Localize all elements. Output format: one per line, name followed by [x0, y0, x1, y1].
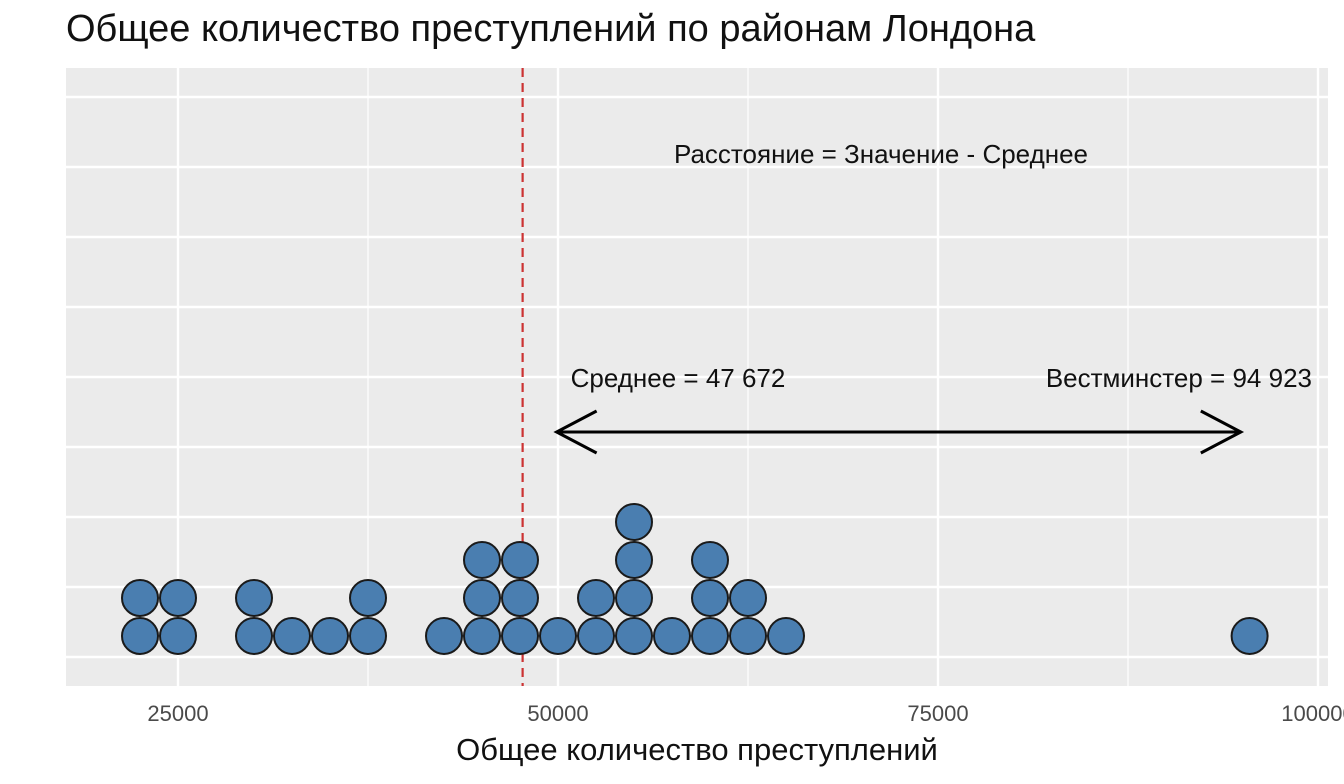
- data-point: [273, 617, 311, 655]
- data-point: [691, 617, 729, 655]
- data-point: [159, 579, 197, 617]
- data-point: [577, 579, 615, 617]
- data-point: [729, 579, 767, 617]
- data-point: [463, 579, 501, 617]
- data-point: [653, 617, 691, 655]
- x-axis-title: Общее количество преступлений: [456, 732, 938, 767]
- data-point: [349, 579, 387, 617]
- data-point: [463, 617, 501, 655]
- x-tick-label: 25000: [147, 701, 208, 726]
- data-point: [615, 579, 653, 617]
- x-tick-label: 75000: [907, 701, 968, 726]
- data-point: [691, 579, 729, 617]
- data-point: [463, 541, 501, 579]
- westminster-annotation: Вестминстер = 94 923: [1046, 363, 1312, 393]
- chart-title: Общее количество преступлений по районам…: [66, 8, 1036, 50]
- data-point: [577, 617, 615, 655]
- data-point: [501, 617, 539, 655]
- data-point: [121, 579, 159, 617]
- data-point: [235, 617, 273, 655]
- data-point: [691, 541, 729, 579]
- data-point: [501, 579, 539, 617]
- data-point: [1230, 617, 1269, 655]
- data-point: [539, 617, 577, 655]
- data-point: [615, 503, 653, 541]
- mean-annotation: Среднее = 47 672: [571, 363, 786, 393]
- arrow-head-left: [553, 409, 598, 455]
- data-point: [501, 541, 539, 579]
- x-tick-label: 100000: [1281, 701, 1344, 726]
- formula-annotation: Расстояние = Значение - Среднее: [674, 139, 1088, 169]
- data-point: [235, 579, 273, 617]
- x-tick-label: 50000: [527, 701, 588, 726]
- data-point: [159, 617, 197, 655]
- arrow-head-right: [1200, 409, 1245, 455]
- data-point: [425, 617, 463, 655]
- data-point: [729, 617, 767, 655]
- data-point: [349, 617, 387, 655]
- data-point: [767, 617, 805, 655]
- data-point: [121, 617, 159, 655]
- data-point: [311, 617, 349, 655]
- data-point: [615, 617, 653, 655]
- data-point: [615, 541, 653, 579]
